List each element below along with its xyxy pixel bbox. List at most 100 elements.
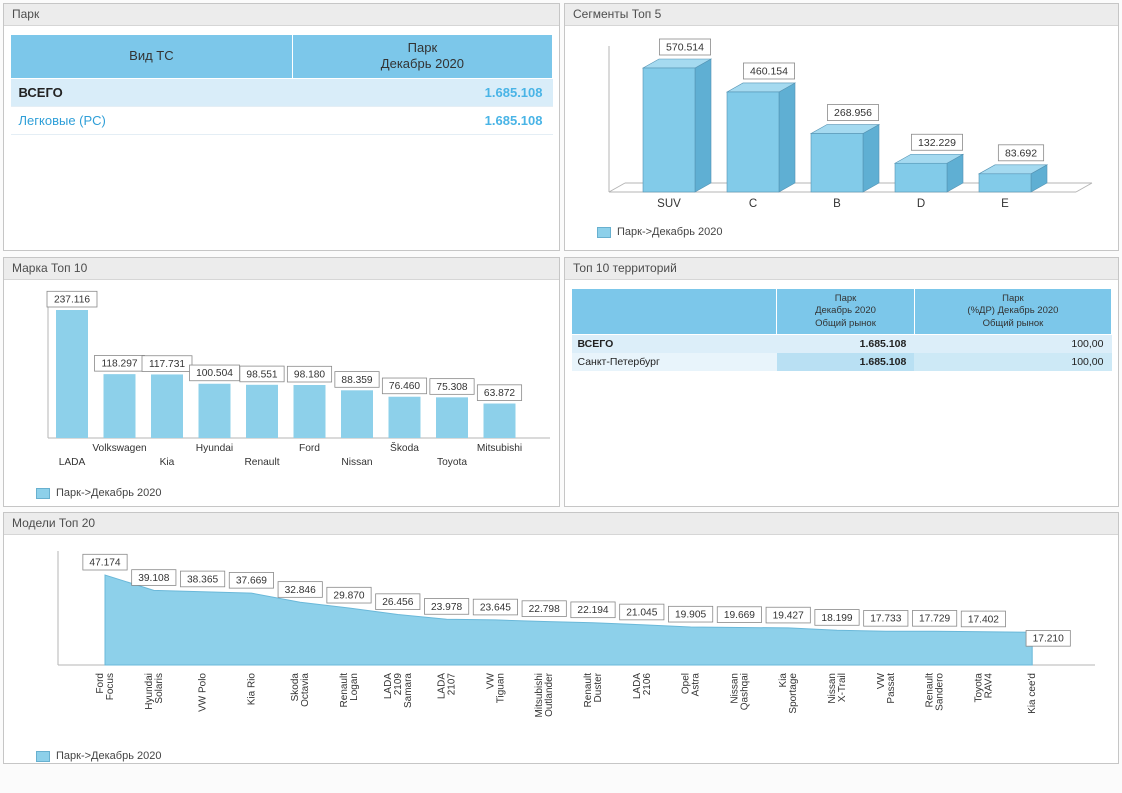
value-label-box — [239, 365, 285, 383]
bar-B[interactable] — [810, 133, 864, 193]
bar-SUV[interactable] — [642, 67, 696, 193]
park-col-header-vehicle-type: Вид ТС — [10, 34, 293, 79]
category-label: LADA — [632, 673, 643, 699]
value-label: 83.692 — [1005, 147, 1037, 159]
value-label: 47.174 — [89, 558, 120, 569]
park-row-passenger-cars: Легковые (PC) 1.685.108 — [10, 106, 553, 135]
category-label: Focus — [105, 673, 116, 700]
value-label-box — [911, 133, 963, 151]
territories-row-spb-label[interactable]: Санкт-Петербург — [571, 353, 777, 372]
territories-row-total-label[interactable]: ВСЕГО — [571, 334, 777, 354]
bar-Kia[interactable] — [151, 374, 183, 438]
park-row-cars-label[interactable]: Легковые (PC) — [10, 106, 293, 135]
value-label: 21.045 — [626, 607, 657, 618]
panel-park: Парк Вид ТС Парк Декабрь 2020 ВСЕГО 1.68… — [3, 3, 560, 251]
legend-swatch-icon — [36, 487, 50, 499]
territories-row-total-value[interactable]: 1.685.108 — [776, 334, 915, 354]
territories-col-header-blank — [570, 287, 778, 336]
category-label: E — [1001, 198, 1009, 210]
value-label: 98.180 — [294, 370, 325, 381]
models-legend: Парк->Декабрь 2020 — [36, 748, 1112, 764]
value-label: 18.199 — [821, 613, 852, 624]
bar-LADA[interactable] — [56, 310, 88, 438]
value-label-box — [228, 572, 274, 589]
category-label: VW — [876, 672, 887, 689]
category-label: Toyota — [437, 457, 467, 468]
value-label-box — [765, 606, 811, 624]
value-label: 98.551 — [246, 369, 277, 380]
territories-table: Парк Декабрь 2020 Общий рынок Парк (%ДР)… — [570, 287, 1113, 372]
bar-E[interactable] — [978, 173, 1032, 193]
segments-legend-label: Парк->Декабрь 2020 — [617, 226, 723, 238]
park-row-cars-value[interactable]: 1.685.108 — [292, 106, 553, 135]
bar-Volkswagen[interactable] — [103, 374, 136, 438]
park-row-total-label[interactable]: ВСЕГО — [10, 78, 293, 107]
panel-segments-top5: Сегменты Топ 5 570.514 SUV 460.154 C 268.956… — [564, 3, 1119, 251]
territories-row-spb-pct[interactable]: 100,00 — [914, 353, 1112, 372]
value-label-box — [141, 355, 193, 372]
value-label: 19.905 — [675, 610, 706, 621]
bar-Nissan[interactable] — [341, 390, 373, 438]
value-label-box — [334, 371, 380, 388]
category-label: Qashqai — [739, 673, 750, 710]
panel-brands-title: Марка Топ 10 — [4, 258, 559, 280]
value-label-box — [716, 606, 762, 623]
category-label: Ford — [299, 443, 320, 454]
bar-Toyota[interactable] — [436, 397, 468, 438]
value-label: 26.456 — [382, 597, 413, 608]
category-label: Logan — [349, 673, 360, 701]
category-label: Kia Rio — [246, 673, 257, 706]
value-label: 23.645 — [480, 602, 511, 613]
models-area-chart: 47.174 Ford Focus 39.108 Hyundai Solaris 38.36… — [57, 551, 1095, 717]
category-label: Renault — [925, 673, 936, 708]
value-label-box — [743, 62, 795, 80]
bar-Hyundai[interactable] — [198, 383, 231, 438]
category-label: Outlander — [544, 672, 555, 717]
value-label: 17.402 — [968, 614, 999, 625]
value-label-box — [476, 384, 523, 401]
value-label-box — [277, 581, 323, 598]
category-label: Kia cee'd — [1027, 673, 1038, 714]
category-label: LADA — [59, 457, 86, 468]
category-label: Hyundai — [144, 673, 155, 710]
category-label: LADA — [437, 673, 448, 699]
category-label: Tiguan — [495, 673, 506, 703]
category-label: Mitsubishi — [534, 673, 545, 717]
value-label: 39.108 — [138, 573, 169, 584]
category-label: SUV — [657, 198, 681, 210]
territories-row-spb-value[interactable]: 1.685.108 — [776, 353, 915, 372]
bar-side-B[interactable] — [862, 124, 880, 193]
bar-Renault[interactable] — [246, 384, 278, 438]
value-label: 29.870 — [333, 591, 364, 602]
category-label: Renault — [244, 457, 279, 468]
territories-row-total-pct[interactable]: 100,00 — [914, 334, 1112, 354]
category-label: 2107 — [447, 673, 458, 696]
bar-Škoda[interactable] — [388, 396, 421, 438]
category-label: Škoda — [390, 441, 419, 454]
category-label: Sportage — [788, 673, 799, 714]
category-label: C — [749, 198, 757, 210]
value-label: 75.308 — [436, 382, 467, 393]
brands-bar-chart: 237.116 LADA 118.297 Volkswagen 117.731 Kia 10… — [46, 290, 550, 468]
bar-Ford[interactable] — [293, 385, 326, 438]
value-label: 570.514 — [666, 42, 704, 54]
bar-D[interactable] — [894, 162, 948, 193]
value-label-box — [429, 378, 475, 395]
segments-3d-bar-chart: 570.514 SUV 460.154 C 268.956 B 132.229 D 83.692… — [608, 38, 1093, 210]
value-label: 76.460 — [389, 381, 420, 392]
panel-territories-title: Топ 10 территорий — [565, 258, 1118, 280]
park-row-total-value[interactable]: 1.685.108 — [292, 78, 553, 107]
value-label-box — [619, 603, 665, 621]
value-label-box — [326, 586, 372, 604]
category-label: Duster — [593, 672, 604, 702]
value-label: 268.956 — [834, 107, 872, 119]
category-label: Samara — [403, 673, 414, 708]
area-series[interactable] — [104, 574, 1033, 666]
category-label: Renault — [583, 673, 594, 708]
value-label: 38.365 — [187, 574, 218, 585]
bar-side-SUV[interactable] — [694, 58, 712, 193]
value-label: 132.229 — [918, 137, 956, 149]
bar-side-C[interactable] — [778, 82, 796, 193]
bar-Mitsubishi[interactable] — [483, 403, 516, 438]
bar-C[interactable] — [726, 91, 780, 193]
